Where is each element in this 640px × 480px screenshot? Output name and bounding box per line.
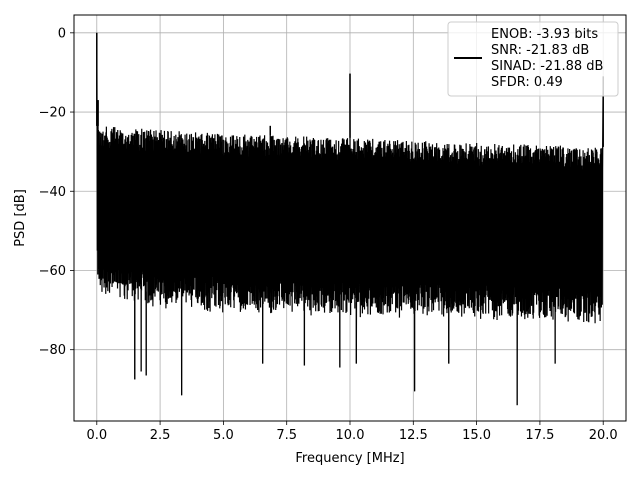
y-tick-label: −40 [39,185,66,200]
ticks: 0.0 2.5 5.0 7.5 10.0 12.5 15.0 17.5 20.0 0 −20 −40 −… [39,26,618,443]
x-tick-label: 5.0 [213,428,234,443]
y-tick-label: −20 [39,106,66,121]
x-tick-label: 15.0 [462,428,491,443]
legend-box [447,21,619,97]
y-tick-label: −60 [39,264,66,279]
x-tick-label: 10.0 [336,428,365,443]
legend-entry-enob: ENOB: -3.93 bits [491,27,598,42]
y-axis-label: PSD [dB] [13,189,28,247]
psd-trace [96,32,604,406]
y-tick-label: −80 [39,343,66,358]
x-tick-label: 12.5 [399,428,428,443]
legend-entry-sinad: SINAD: -21.88 dB [491,59,603,74]
x-tick-label: 17.5 [525,428,554,443]
legend-entry-snr: SNR: -21.83 dB [491,43,589,58]
x-tick-label: 0.0 [86,428,107,443]
x-tick-label: 7.5 [276,428,297,443]
x-tick-label: 20.0 [589,428,618,443]
y-tick-label: 0 [58,26,66,41]
x-tick-label: 2.5 [150,428,171,443]
legend-entry-sfdr: SFDR: 0.49 [491,75,563,90]
legend: ENOB: -3.93 bits SNR: -21.83 dB SINAD: -… [447,21,619,97]
x-axis-label: Frequency [MHz] [295,451,404,466]
